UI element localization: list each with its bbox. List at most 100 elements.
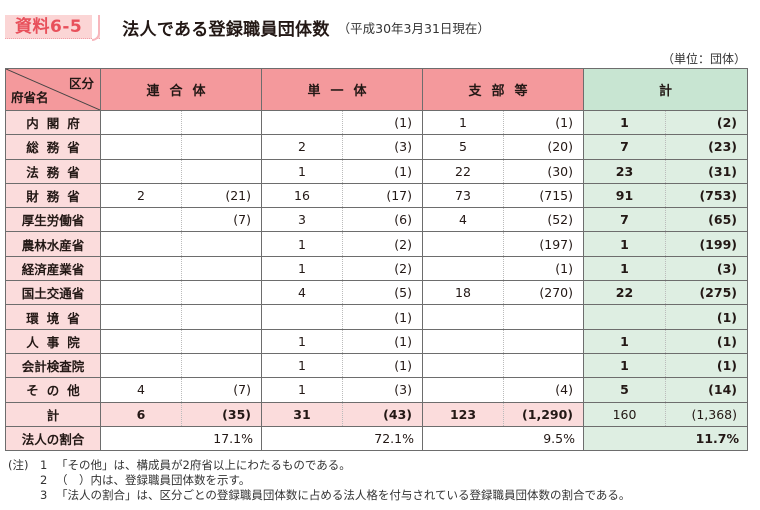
footnote-text: 「その他」は、構成員が2府省以上にわたるものである。 [56,458,351,472]
row-label: 法人の割合 [5,425,101,452]
cell-shibu-registered: (52) [503,207,584,233]
cell-tanitsu-count: 4 [261,280,343,306]
cell-total-registered: (1) [665,328,748,354]
table-row: 法務省 1 (1) 22 (30) 23 (31) [5,158,748,184]
row-label: 総務省 [5,134,101,160]
cell-shibu-count: 123 [422,401,504,427]
footnote-indent [8,488,40,503]
cell-rengo-count: 6 [100,401,182,427]
cell-rengo-registered [181,134,262,160]
cell-total-registered: (1) [665,352,748,379]
footnote-3: 3 「法人の割合」は、区分ごとの登録職員団体数に占める法人格を付与されている登録… [8,488,630,503]
cell-shibu-registered [503,304,584,330]
cell-total-registered: (2) [665,109,748,136]
header-row: 区分 府省名 連合体 単一体 支部等 計 [5,68,748,111]
cell-tanitsu-count: 1 [261,255,343,282]
cell-total-registered: (65) [665,207,748,233]
cell-total-count: 5 [583,377,666,403]
corner-bottom-label: 府省名 [11,90,49,105]
diagonal-line-icon [6,69,100,110]
cell-total-registered: (1,368) [665,401,748,427]
cell-tanitsu-count [261,109,343,136]
cell-shibu-registered: (270) [503,280,584,306]
cell-rengo-count [100,255,182,282]
corner-cell: 区分 府省名 [5,68,101,111]
cell-rengo-registered: (35) [181,401,262,427]
title-bar: 資料6-5 法人である登録職員団体数 （平成30年3月31日現在） [5,14,490,41]
footnote-label: (注) [8,458,29,472]
footnote-number: 1 [40,458,48,472]
cell-tanitsu-registered: (1) [342,109,423,136]
table-row: 財務省 2 (21) 16 (17) 73 (715) 91 (753) [5,182,748,209]
cell-shibu-count: 73 [422,182,504,209]
cell-tanitsu-registered: (1) [342,328,423,354]
page-title: 法人である登録職員団体数 [122,19,330,40]
row-label: 農林水産省 [5,231,101,257]
row-label: 財務省 [5,182,101,209]
cell-rengo-count [100,231,182,257]
footnote-number: 2 [40,473,48,487]
cell-shibu-count [422,328,504,354]
cell-total-registered: (275) [665,280,748,306]
cell-rengo-registered [181,304,262,330]
cell-total-count: 1 [583,352,666,379]
cell-tanitsu-count [261,304,343,330]
cell-shibu-count: 18 [422,280,504,306]
cell-shibu-count: 5 [422,134,504,160]
cell-tanitsu-count: 31 [261,401,343,427]
cell-shibu-registered: (1) [503,255,584,282]
table-row: 会計検査院 1 (1) 1 (1) [5,352,748,379]
cell-shibu-registered: (20) [503,134,584,160]
row-label: 国土交通省 [5,280,101,306]
row-label: 会計検査院 [5,352,101,379]
table-row: 農林水産省 1 (2) (197) 1 (199) [5,231,748,257]
cell-total-registered: (3) [665,255,748,282]
cell-tanitsu-registered: (1) [342,158,423,184]
cell-total-count: 22 [583,280,666,306]
cell-tanitsu-ratio: 72.1% [261,425,423,452]
ratio-row: 法人の割合 17.1% 72.1% 9.5% 11.7% [5,425,748,452]
cell-tanitsu-registered: (1) [342,304,423,330]
table-row: 環境省 (1) (1) [5,304,748,330]
sum-row: 計 6 (35) 31 (43) 123 (1,290) 160 (1,368) [5,401,748,427]
table-row: 国土交通省 4 (5) 18 (270) 22 (275) [5,280,748,306]
cell-rengo-registered: (7) [181,377,262,403]
col-header-total: 計 [583,68,748,111]
corner-top-label: 区分 [68,76,94,91]
cell-rengo-count: 2 [100,182,182,209]
cell-rengo-registered [181,158,262,184]
cell-shibu-count: 1 [422,109,504,136]
cell-rengo-count [100,352,182,379]
cell-total-count: 7 [583,207,666,233]
table-row: その他 4 (7) 1 (3) (4) 5 (14) [5,377,748,403]
cell-rengo-count [100,328,182,354]
row-label: 環境省 [5,304,101,330]
cell-tanitsu-count: 16 [261,182,343,209]
cell-tanitsu-count: 1 [261,231,343,257]
col-header-shibu: 支部等 [422,68,584,111]
cell-total-count: 23 [583,158,666,184]
cell-rengo-registered [181,280,262,306]
cell-shibu-registered [503,328,584,354]
cell-tanitsu-registered: (17) [342,182,423,209]
cell-tanitsu-registered: (3) [342,377,423,403]
cell-rengo-registered: (21) [181,182,262,209]
cell-total-registered: (23) [665,134,748,160]
cell-total-ratio: 11.7% [583,425,748,452]
cell-tanitsu-count: 1 [261,158,343,184]
cell-tanitsu-registered: (5) [342,280,423,306]
table-body: 内閣府 (1) 1 (1) 1 (2) 総務省 2 (3) 5 (20) 7 (23) 法務省 1 (1) 22… [5,109,748,403]
cell-shibu-registered [503,352,584,379]
col-header-tanitsu: 単一体 [261,68,423,111]
cell-total-registered: (753) [665,182,748,209]
table-row: 内閣府 (1) 1 (1) 1 (2) [5,109,748,136]
cell-tanitsu-count: 3 [261,207,343,233]
cell-tanitsu-registered: (2) [342,231,423,257]
cell-rengo-registered [181,352,262,379]
cell-tanitsu-count: 1 [261,377,343,403]
cell-shibu-count [422,377,504,403]
footnote-text: 「法人の割合」は、区分ごとの登録職員団体数に占める法人格を付与されている登録職員… [56,488,631,502]
data-table: 区分 府省名 連合体 単一体 支部等 計 内閣府 (1) 1 (1) 1 (2) 総務省 2(… [5,68,748,452]
cell-shibu-count: 4 [422,207,504,233]
cell-tanitsu-count: 1 [261,328,343,354]
